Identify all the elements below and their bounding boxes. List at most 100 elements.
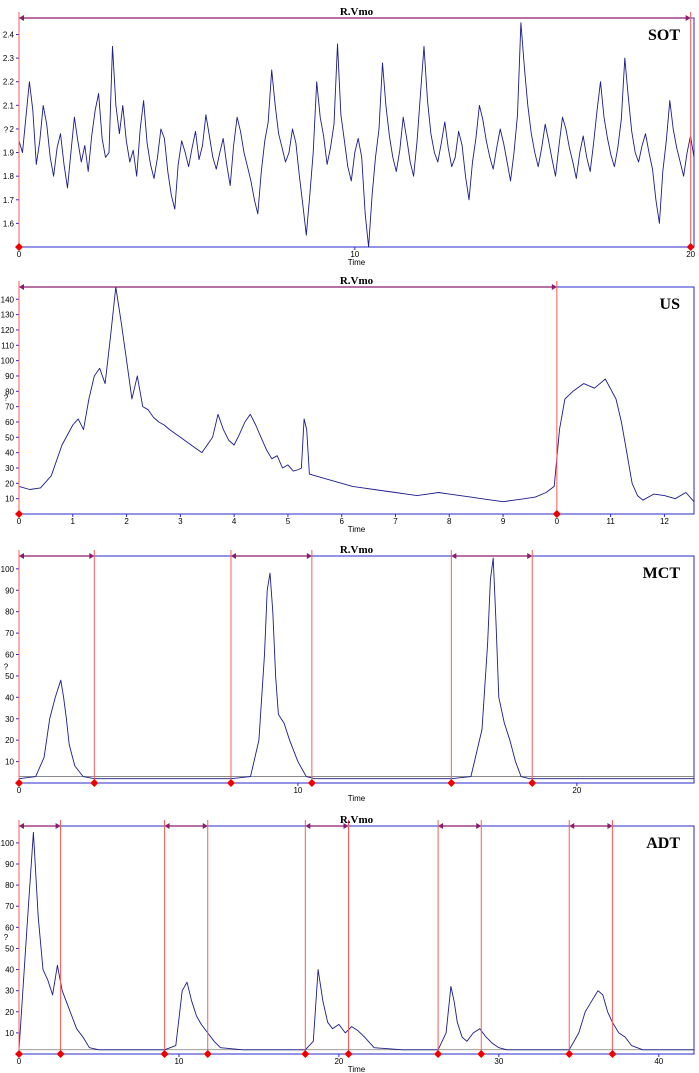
y-tick-label: 90 [5, 372, 14, 381]
marker-diamond [608, 1050, 617, 1058]
bracket-arrow-left [230, 553, 236, 559]
marker-diamond [90, 779, 99, 787]
bracket-arrow-left [19, 553, 24, 559]
y-tick-label: 90 [5, 860, 14, 869]
y-axis-label: ? [4, 394, 9, 403]
x-tick-label: 0 [17, 786, 22, 795]
y-axis-label: ? [4, 663, 9, 672]
y-axis-label: ? [4, 126, 9, 135]
y-tick-label: 70 [5, 629, 14, 638]
x-tick-label: 10 [174, 1057, 183, 1066]
y-tick-label: 80 [5, 608, 14, 617]
series-line [18, 557, 694, 780]
bracket-arrow-right [527, 553, 533, 559]
marker-diamond [15, 243, 23, 251]
y-tick-label: 10 [5, 758, 14, 767]
y-tick-label: 60 [5, 418, 14, 427]
y-tick-label: 50 [5, 433, 14, 442]
y-tick-label: 1.7 [3, 196, 15, 205]
y-tick-label: 10 [5, 495, 14, 504]
chart-panel-sot: 1.6 1.7 1.8 1.9 2 2.1 2.2 2.3 2.4 0 10 20 Time? R.Vmo… [3, 6, 696, 267]
bracket-arrow-left [19, 284, 24, 290]
marker-diamond [434, 1050, 443, 1058]
y-axis-label: ? [4, 933, 9, 942]
y-tick-label: 100 [1, 357, 15, 366]
plot-frame [18, 555, 695, 784]
y-tick-label: 2.2 [3, 78, 15, 87]
x-tick-label: 0 [17, 250, 22, 259]
marker-diamond [301, 1050, 310, 1058]
bracket-arrow-left [164, 823, 170, 829]
marker-diamond [160, 1050, 169, 1058]
marker-diamond [15, 779, 23, 787]
series-line [18, 831, 694, 1051]
series-line [18, 22, 695, 248]
marker-diamond [528, 779, 537, 787]
bracket-arrow-right [685, 15, 691, 21]
bracket-arrow-right [343, 823, 349, 829]
bracket-arrow-right [55, 823, 61, 829]
x-tick-label: 0 [17, 517, 22, 526]
bracket-arrow-left [305, 823, 311, 829]
marker-diamond [552, 510, 561, 518]
marker-diamond [203, 1050, 212, 1058]
y-tick-label: 2.1 [3, 101, 15, 110]
y-tick-label: 30 [5, 987, 14, 996]
y-tick-label: 140 [1, 295, 15, 304]
x-axis-label: Time [348, 1065, 366, 1073]
y-tick-label: 40 [5, 449, 14, 458]
series-line [18, 286, 695, 503]
x-tick-label: 6 [339, 517, 344, 526]
chart-panel-mct: 10 20 30 40 50 60 70 80 90 100 0 10 20 Time? R.Vmo MCT [1, 544, 695, 803]
y-tick-label: 20 [5, 1008, 14, 1017]
y-tick-label: 2 [10, 125, 15, 134]
y-tick-label: 50 [5, 944, 14, 953]
y-tick-label: 110 [1, 341, 14, 350]
marker-diamond [565, 1050, 574, 1058]
bracket-arrow-left [438, 823, 444, 829]
panel-label: SOT [648, 27, 680, 44]
bracket-label: R.Vmo [340, 544, 374, 556]
x-axis-label: Time [348, 794, 366, 803]
bracket-arrow-right [306, 553, 312, 559]
marker-diamond [56, 1050, 65, 1058]
marker-diamond [447, 779, 456, 787]
x-tick-label: 0 [17, 1057, 22, 1066]
y-tick-label: 1.9 [3, 149, 15, 158]
chart-panel-adt: 10 20 30 40 50 60 70 80 90 100 0 10 20 30 40 Time? R.Vmo… [1, 814, 695, 1073]
x-axis-label: Time [348, 258, 366, 267]
marker-diamond [226, 779, 235, 787]
x-tick-label: 0 [555, 517, 560, 526]
y-tick-label: 2.4 [3, 31, 15, 40]
x-tick-label: 10 [293, 786, 302, 795]
x-tick-label: 20 [686, 250, 695, 259]
y-tick-label: 50 [5, 672, 14, 681]
panel-label: MCT [643, 565, 681, 582]
x-tick-label: 11 [606, 517, 615, 526]
x-tick-label: 2 [124, 517, 129, 526]
x-tick-label: 4 [232, 517, 237, 526]
x-tick-label: 20 [334, 1057, 343, 1066]
y-tick-label: 30 [5, 715, 14, 724]
marker-diamond [307, 779, 316, 787]
bracket-arrow-left [19, 15, 24, 21]
x-tick-label: 40 [654, 1057, 663, 1066]
x-tick-label: 9 [501, 517, 506, 526]
marker-diamond [15, 510, 23, 518]
marker-diamond [344, 1050, 353, 1058]
panel-label: US [660, 296, 681, 313]
y-tick-label: 80 [5, 881, 14, 890]
plot-frame [18, 286, 695, 515]
marker-diamond [686, 243, 695, 251]
y-tick-label: 90 [5, 586, 14, 595]
y-tick-label: 10 [5, 1029, 14, 1038]
y-tick-label: 20 [5, 479, 14, 488]
y-tick-label: 60 [5, 923, 14, 932]
x-tick-label: 20 [572, 786, 581, 795]
x-tick-label: 5 [286, 517, 291, 526]
y-tick-label: 30 [5, 464, 14, 473]
bracket-arrow-left [451, 553, 457, 559]
x-axis-label: Time [348, 525, 366, 534]
x-tick-label: 12 [660, 517, 669, 526]
x-tick-label: 8 [447, 517, 452, 526]
